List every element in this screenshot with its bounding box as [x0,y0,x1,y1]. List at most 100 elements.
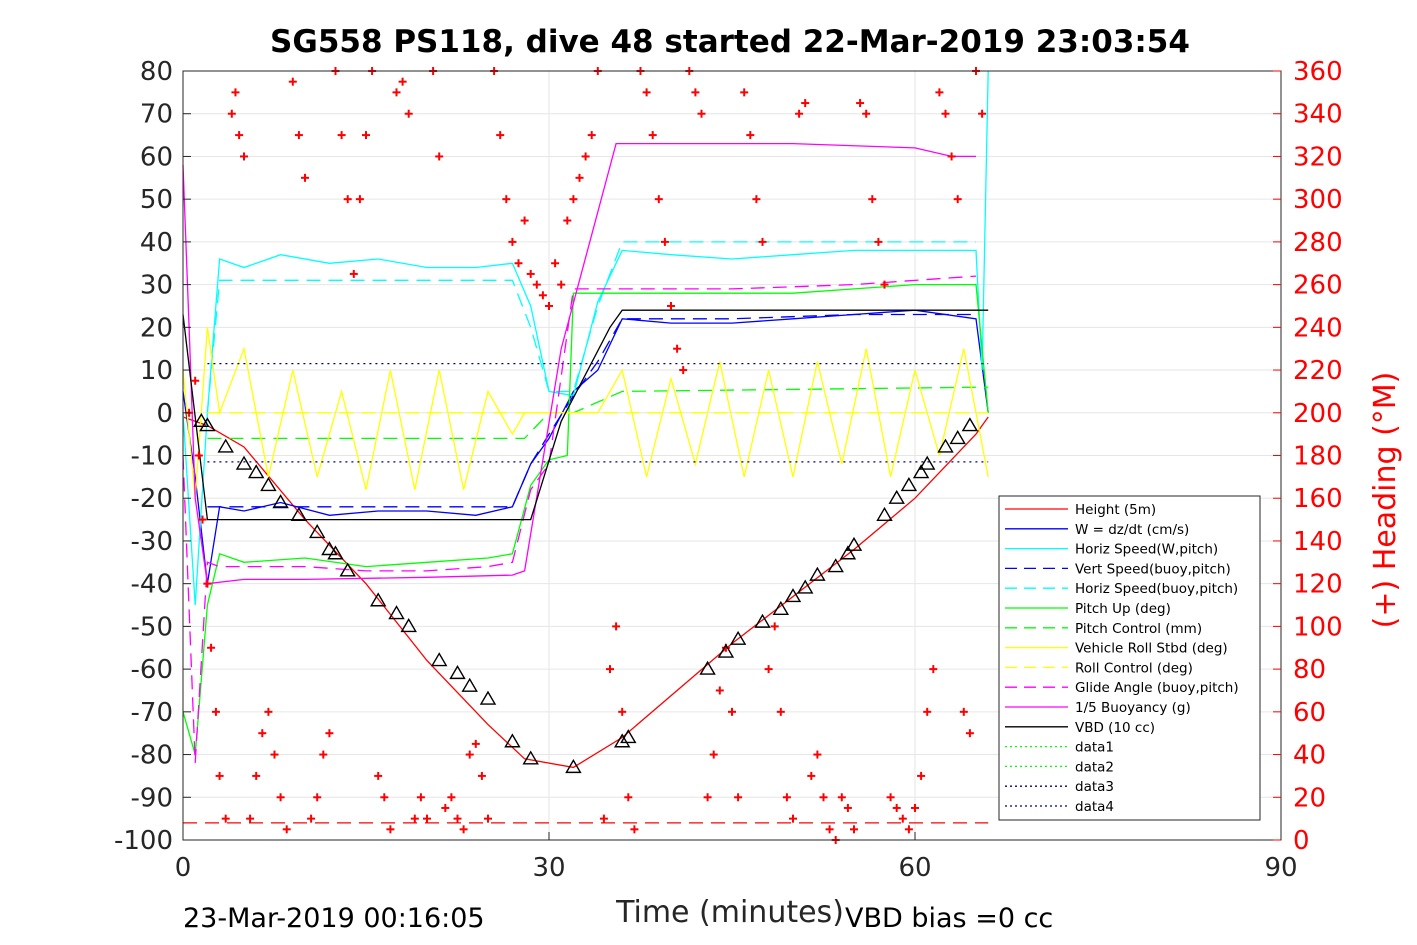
tick-label-right: 60 [1293,698,1326,728]
heading-marker [959,707,968,716]
heading-marker [264,707,273,716]
chart-title: SG558 PS118, dive 48 started 22-Mar-2019… [270,24,1190,60]
heading-marker [557,280,566,289]
heading-marker [484,814,492,823]
height-triangle-marker [369,592,387,607]
heading-marker [758,237,767,246]
heading-marker [819,793,828,802]
height-triangle-marker [339,562,356,577]
tick-label-left: 30 [140,271,173,301]
tick-label-left: 70 [140,100,173,130]
heading-marker [746,131,755,140]
heading-marker [911,803,919,812]
legend-entry: Vert Speed(buoy,pitch) [1075,561,1231,577]
heading-marker [235,131,244,140]
heading-marker [862,109,871,118]
height-triangle-marker [272,494,289,509]
series-line-w-dz-dt-cm-s [182,309,989,584]
tick-label-right: 160 [1293,484,1343,514]
tick-label-left: 20 [140,313,173,343]
heading-marker [319,750,328,759]
heading-marker [465,750,474,759]
heading-marker [752,195,761,204]
heading-marker [198,515,207,524]
series-line-glide-angle-buoy-pitch [182,275,977,764]
height-triangle-marker [717,643,735,658]
height-triangle-marker [400,617,417,633]
heading-marker [642,88,651,97]
heading-marker [288,77,297,86]
legend-entry: 1/5 Buoyancy (g) [1075,700,1191,716]
heading-marker [941,109,950,118]
heading-marker [624,793,633,802]
heading-marker [231,88,240,97]
heading-marker [447,793,456,802]
tick-label-x: 0 [175,853,192,883]
height-triangle-marker [937,438,954,453]
y-axis-right: 3603403203002802602402202001801601401201… [1273,57,1343,856]
heading-marker [551,259,560,268]
tick-label-left: -60 [131,655,173,685]
heading-marker [740,88,749,97]
tick-label-right: 120 [1293,570,1343,600]
legend-entry: Glide Angle (buoy,pitch) [1075,680,1239,696]
tick-label-left: -70 [131,698,173,728]
height-triangle-marker [565,758,582,774]
heading-marker [630,825,639,834]
heading-marker [599,814,608,823]
heading-marker [301,173,309,182]
heading-marker [538,291,547,300]
height-triangle-marker [199,417,216,432]
heading-marker [923,707,932,716]
height-triangle-marker [729,630,747,645]
legend-entry: W = dz/dt (cm/s) [1075,522,1189,538]
height-triangle-marker [912,464,930,479]
heading-marker [612,622,621,631]
heading-marker [270,750,279,759]
series-line-vbd-10-cc [182,309,989,521]
heading-marker [325,729,334,738]
heading-marker [667,301,675,310]
heading-marker [837,793,846,802]
height-triangle-marker [260,477,277,492]
height-triangle-marker [613,733,631,748]
heading-marker [343,195,352,204]
tick-label-right: 40 [1293,741,1326,771]
legend-entry: data3 [1075,779,1114,795]
heading-marker [532,280,541,289]
tick-label-left: -20 [131,484,173,514]
height-triangle-marker [809,566,826,581]
series-line-vert-speed-buoy-pitch [207,313,976,508]
heading-marker [207,643,216,652]
heading-marker [673,344,682,353]
y-axis-left: 80 70 60 50 40 30 20 10 0 -10 -20 -30 -40 -50 -60 -70 -8… [114,57,191,856]
height-triangle-marker [522,750,539,765]
height-triangle-marker [961,417,979,432]
tick-label-x: 60 [898,853,931,883]
heading-marker [496,131,505,140]
legend-entry: VBD (10 cc) [1075,720,1155,736]
height-triangle-marker [796,579,814,594]
heading-marker [435,152,444,161]
tick-label-right: 100 [1293,612,1343,642]
legend-entry: Horiz Speed(buoy,pitch) [1075,581,1238,597]
heading-marker [355,195,364,204]
heading-marker [764,665,773,674]
height-triangle-marker [900,477,918,492]
heading-marker [782,793,791,802]
tick-label-right: 300 [1293,185,1343,215]
heading-marker [258,729,267,738]
height-triangle-marker [504,733,521,748]
height-triangle-marker [461,677,478,692]
heading-marker [880,280,889,289]
heading-marker [965,729,974,738]
height-triangle-marker [949,430,966,445]
heading-marker [313,793,322,802]
series-line-pitch-up-deg [182,283,989,755]
heading-marker [728,707,736,716]
series-line-height-5m [182,416,989,769]
heading-marker [953,195,962,204]
heading-marker [423,814,431,823]
heading-marker [770,622,779,631]
heading-marker [697,109,706,118]
